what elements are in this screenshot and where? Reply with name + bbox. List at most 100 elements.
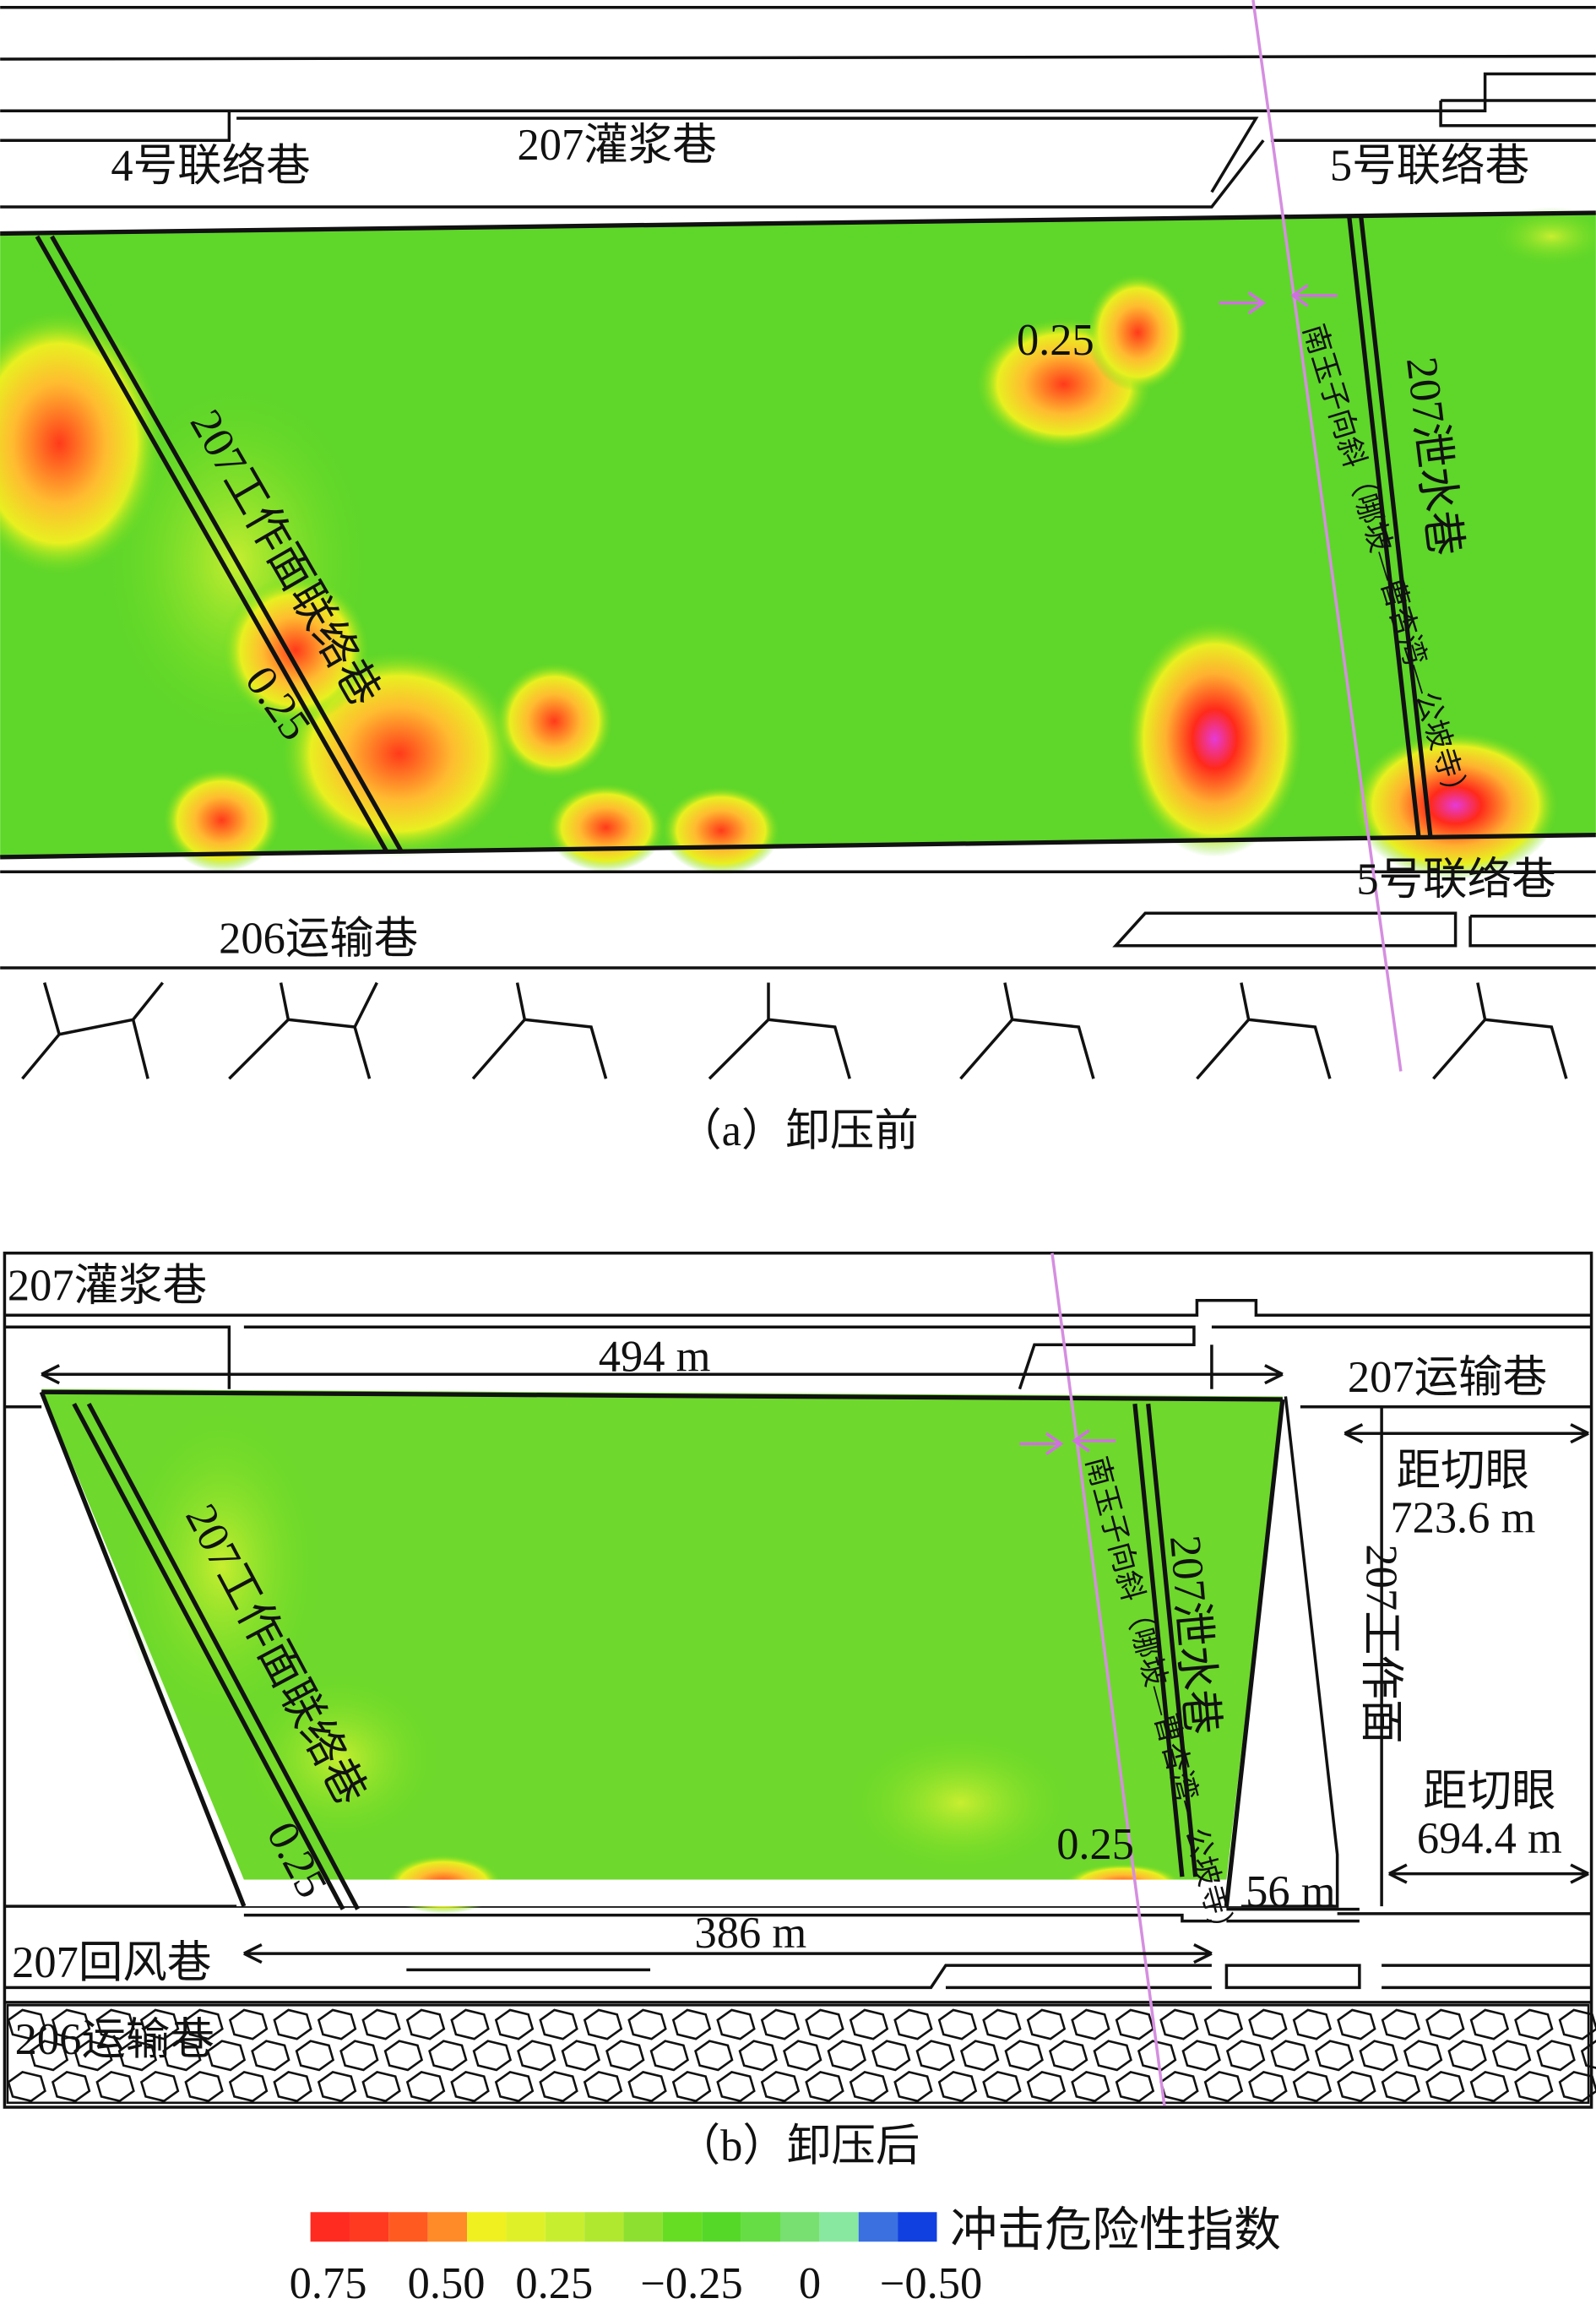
rock (7, 2070, 46, 2103)
label: 距切眼 (1397, 1446, 1529, 1495)
swatch (427, 2212, 468, 2242)
rock (1514, 2008, 1554, 2040)
hotspot (546, 783, 665, 872)
rock (1026, 2070, 1067, 2103)
hotspot (1086, 273, 1190, 392)
rock (982, 2008, 1022, 2040)
legend-label: 0.50 (408, 2259, 486, 2308)
rock (1137, 2040, 1177, 2072)
rock (716, 2070, 756, 2103)
rock (605, 2040, 645, 2072)
road-line (41, 1389, 1283, 1402)
rock (184, 2070, 224, 2103)
rock (805, 2070, 844, 2103)
caption: （b）卸压后 (676, 2122, 920, 2171)
label: 207运输巷 (1348, 1353, 1547, 1402)
panel-b: 207灌浆巷 494 m 207运输巷 距切眼 723.6 m 207工作面 距… (3, 1251, 1596, 2171)
swatch (388, 2212, 428, 2242)
roads (0, 870, 1596, 970)
rock (405, 2070, 446, 2103)
legend-label: −0.50 (880, 2259, 982, 2308)
rock (428, 2040, 468, 2072)
rock (7, 2008, 46, 2040)
hotspot (495, 661, 614, 780)
rock (273, 2008, 312, 2040)
swatch (662, 2212, 703, 2242)
rock (1469, 2070, 1510, 2103)
rock (494, 2008, 535, 2040)
label: 4号联络巷 (111, 141, 310, 190)
rock (139, 2008, 180, 2040)
rock (738, 2040, 778, 2072)
label: 694.4 m (1417, 1814, 1562, 1863)
rock (1514, 2070, 1554, 2103)
rock (494, 2070, 535, 2103)
rock (627, 2070, 667, 2103)
hotspot (1126, 620, 1304, 857)
rock (51, 2008, 91, 2040)
rock (583, 2070, 623, 2103)
rock (1381, 2070, 1421, 2103)
rock (1270, 2040, 1310, 2072)
syncline-axis (1050, 1252, 1166, 2106)
syncline-axis (1251, 0, 1403, 1072)
swatch (858, 2212, 898, 2242)
label: 386 m (695, 1909, 807, 1958)
rock (1292, 2070, 1333, 2103)
swatch (467, 2212, 507, 2242)
rock (29, 2040, 69, 2072)
honeycomb (21, 981, 1568, 1080)
rock (317, 2070, 357, 2103)
rock (539, 2070, 578, 2103)
road-line (1224, 1399, 1285, 1907)
rock (450, 2008, 490, 2040)
label: 5号联络巷 (1330, 141, 1529, 190)
dimension-lines (41, 1364, 1589, 1964)
rock (206, 2040, 247, 2072)
rock (1203, 2070, 1244, 2103)
rock (671, 2008, 712, 2040)
rock (1359, 2040, 1398, 2072)
swatch (584, 2212, 624, 2242)
rock (1447, 2040, 1487, 2072)
hotspot (162, 768, 281, 872)
rock (937, 2008, 978, 2040)
label: 207回风巷 (12, 1938, 211, 1987)
road-line (1132, 1403, 1185, 1877)
rock (1337, 2070, 1376, 2103)
rock (583, 2008, 623, 2040)
roads (0, 72, 1596, 209)
swatch (819, 2212, 859, 2242)
label: 0.25 (1017, 316, 1094, 365)
rock (893, 2070, 933, 2103)
legend-title: 冲击危险性指数 (950, 2203, 1281, 2258)
rock (339, 2040, 379, 2072)
rock (959, 2040, 1000, 2072)
hotspot (118, 1404, 326, 1730)
rock (73, 2040, 113, 2072)
rock (95, 2070, 135, 2103)
rock (383, 2040, 424, 2072)
rock (1071, 2070, 1110, 2103)
rock (51, 2070, 91, 2103)
label: 207灌浆巷 (518, 121, 717, 170)
roads (4, 1298, 1592, 2004)
hotspot (662, 785, 781, 875)
rock (95, 2008, 135, 2040)
rock (1159, 2008, 1199, 2040)
rock (1558, 2070, 1596, 2103)
rock (849, 2008, 889, 2040)
swatch (702, 2212, 741, 2242)
legend-label: 0.75 (290, 2259, 367, 2308)
swatch (349, 2212, 389, 2242)
rock (827, 2040, 866, 2072)
swatch (623, 2212, 663, 2242)
road-line (39, 1391, 247, 1908)
rock (561, 2040, 601, 2072)
arrows (1019, 1429, 1116, 1456)
label: 207灌浆巷 (8, 1262, 207, 1311)
road-line (0, 832, 1596, 860)
label: 206运输巷 (219, 915, 418, 964)
rock (716, 2008, 756, 2040)
swatch (898, 2212, 937, 2242)
